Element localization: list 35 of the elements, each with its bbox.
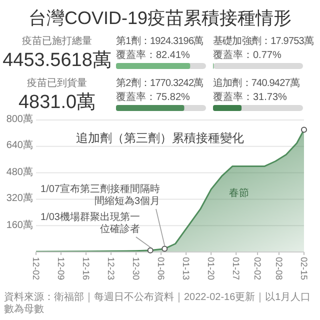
x-tick-label: 02-02 xyxy=(252,257,264,280)
text: 台灣COVID-19疫苗累積接種情形 xyxy=(27,7,293,30)
text: 第2劑：1770.3242萬 xyxy=(116,76,204,90)
x-tick-label: 02-15 xyxy=(298,257,310,280)
x-tick-label: 02-08 xyxy=(272,257,285,280)
text: 基礎加強劑：17.9753萬 xyxy=(213,34,314,48)
x-tick-label: 12-09 xyxy=(55,257,67,280)
text: 4831.0萬 xyxy=(17,91,97,114)
text: 4453.5618萬 xyxy=(2,49,112,73)
data-label: 覆蓋率：82.41% xyxy=(116,48,190,62)
x-tick-label: 12-30 xyxy=(130,257,142,280)
x-tick-label: 01-06 xyxy=(155,257,168,280)
source-note: 資料來源：衛福部｜每週日不公布資料｜2022-02-16更新｜以1月人口數為母數 xyxy=(4,292,312,316)
x-tick-label: 01-13 xyxy=(180,257,192,280)
data-label: 覆蓋率：31.73% xyxy=(213,90,287,104)
x-tick-label: 12-23 xyxy=(105,257,118,280)
text: 追加劑（第三劑）累積接種變化 xyxy=(75,130,245,147)
y-tick-label: 160萬 xyxy=(6,220,33,232)
data-label: 覆蓋率：0.77% xyxy=(213,48,282,62)
y-tick-label: 800萬 xyxy=(6,114,33,126)
text: 疫苗已施打總量 xyxy=(21,34,93,48)
x-tick-label: 01-20 xyxy=(205,257,218,280)
annotation: 1/07宣布第三劑接種間隔時間縮短為3個月 xyxy=(40,184,160,208)
annotation: 1/03機場群聚出現第一位確診者 xyxy=(40,212,140,236)
text: 疫苗已到貨量 xyxy=(26,76,88,90)
annotation: 春節 xyxy=(228,187,250,200)
x-tick-label: 12-16 xyxy=(80,257,92,280)
y-tick-label: 640萬 xyxy=(6,140,33,152)
text: 第1劑：1924.3196萬 xyxy=(116,34,204,48)
x-tick-label: 01-27 xyxy=(230,257,242,280)
data-label: 覆蓋率：75.82% xyxy=(116,90,190,104)
y-tick-label: 480萬 xyxy=(6,166,33,179)
y-tick-label: 320萬 xyxy=(6,193,33,206)
x-tick-label: 12-02 xyxy=(30,257,42,280)
text: 追加劑：740.9427萬 xyxy=(213,76,300,90)
